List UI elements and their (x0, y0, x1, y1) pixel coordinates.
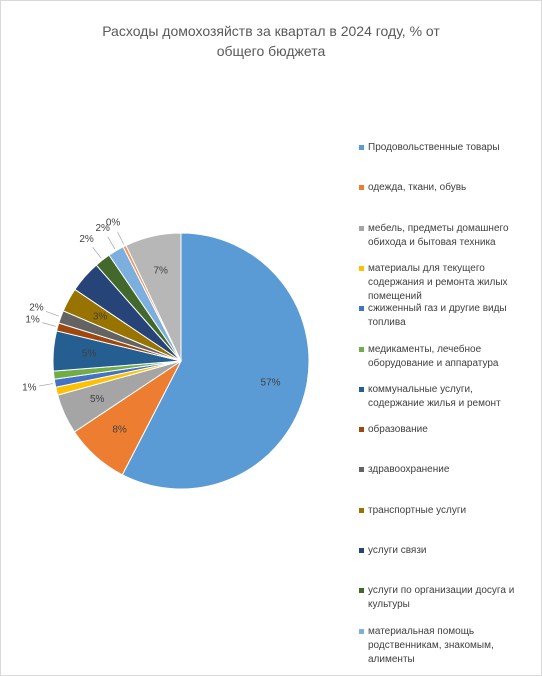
legend-label: сжиженный газ и другие виды топлива (368, 303, 507, 329)
pie-slice (121, 232, 310, 490)
legend-label: здравоохранение (368, 464, 450, 476)
legend-item: мебель, предметы домашнего обихода и быт… (359, 222, 529, 250)
legend-item: услуги связи (359, 544, 529, 558)
legend-marker (359, 265, 364, 271)
pie-slice (125, 232, 182, 362)
legend-marker (359, 507, 364, 513)
legend-label: транспортные услуги (368, 504, 467, 516)
legend-label: услуги по организации досуга и культуры (368, 585, 515, 611)
legend-label: Продовольственные товары (368, 142, 500, 153)
legend-item: здравоохранение (359, 463, 529, 477)
legend-marker (359, 588, 364, 594)
legend-label: коммунальные услуги, содержание жилья и … (368, 383, 501, 409)
legend-label: образование (368, 424, 428, 436)
data-label: 7% (153, 266, 168, 277)
data-label: 2% (29, 303, 44, 314)
legend-item: коммунальные услуги, содержание жилья и … (359, 383, 529, 411)
legend-label: одежда, ткани, обувь (368, 182, 467, 194)
data-label: 8% (112, 424, 127, 435)
data-label: 5% (82, 348, 97, 359)
legend-marker (359, 467, 364, 473)
chart-title: Расходы домохозяйств за квартал в 2024 г… (102, 23, 440, 59)
data-label: 0% (106, 217, 121, 228)
legend-label: материальная помощь родственникам, знако… (368, 625, 494, 665)
legend-marker (359, 185, 364, 191)
legend-label: медикаменты, лечебное оборудование и апп… (368, 343, 499, 369)
data-label: 2% (96, 223, 111, 234)
data-label: 2% (79, 234, 94, 245)
legend-label: услуги связи (368, 545, 427, 556)
data-label: 1% (22, 382, 37, 393)
leader-line (39, 383, 54, 387)
legend-item: сжиженный газ и другие виды топлива (359, 302, 529, 330)
leader-line (92, 247, 102, 259)
legend-item: услуги по организации досуга и культуры (359, 584, 529, 612)
legend-marker (359, 225, 364, 231)
legend-label: материалы для текущего содержания и ремо… (368, 262, 508, 302)
legend-marker (359, 427, 364, 433)
legend-marker (359, 306, 364, 312)
leader-line (45, 310, 60, 317)
data-label: 57% (261, 377, 281, 388)
legend-marker (359, 346, 364, 352)
data-label: 1% (25, 315, 40, 326)
legend-label: мебель, предметы домашнего обихода и быт… (368, 222, 509, 248)
legend-marker (359, 628, 364, 634)
data-label: 3% (93, 312, 108, 323)
legend-item: медикаменты, лечебное оборудование и апп… (359, 343, 529, 371)
legend-marker (359, 548, 364, 553)
data-label: 5% (90, 394, 105, 405)
legend-item: материальная помощь родственникам, знако… (359, 625, 529, 667)
legend-item: одежда, ткани, обувь (359, 181, 529, 195)
leader-line (107, 236, 116, 250)
leader-line (42, 322, 56, 327)
legend-item: Продовольственные товары (359, 141, 529, 155)
leader-line (117, 231, 124, 245)
legend-marker (359, 145, 364, 150)
legend-item: образование (359, 423, 529, 437)
legend-marker (359, 386, 364, 392)
legend-item: транспортные услуги (359, 504, 529, 518)
legend-item: материалы для текущего содержания и ремо… (359, 262, 529, 304)
